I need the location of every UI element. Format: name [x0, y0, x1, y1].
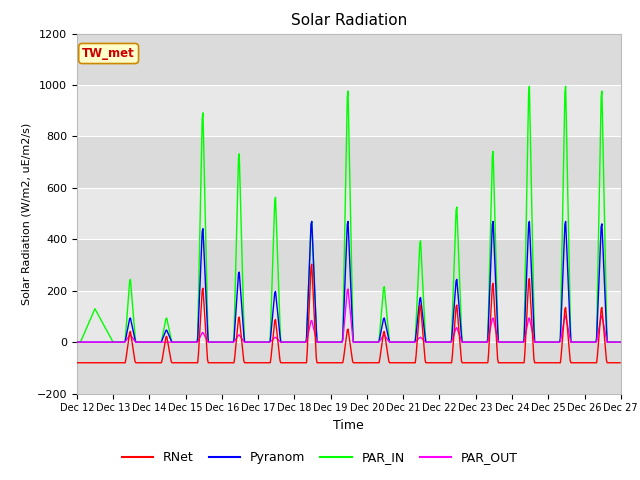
RNet	[139, 360, 147, 366]
PAR_IN	[616, 339, 624, 345]
RNet	[308, 261, 316, 267]
PAR_OUT	[415, 336, 423, 341]
PAR_IN	[223, 339, 230, 345]
PAR_IN	[73, 339, 81, 345]
PAR_OUT	[194, 339, 202, 345]
PAR_IN	[525, 84, 533, 89]
RNet	[83, 360, 90, 366]
PAR_OUT	[73, 339, 81, 345]
Line: PAR_IN: PAR_IN	[77, 86, 620, 342]
Y-axis label: Solar Radiation (W/m2, uE/m2/s): Solar Radiation (W/m2, uE/m2/s)	[21, 122, 31, 305]
Title: Solar Radiation: Solar Radiation	[291, 13, 407, 28]
RNet	[194, 360, 202, 366]
X-axis label: Time: Time	[333, 419, 364, 432]
Pyranom	[616, 339, 624, 345]
Bar	[77, 136, 621, 188]
Pyranom	[223, 339, 230, 345]
Bar	[77, 34, 621, 85]
PAR_IN	[83, 325, 90, 331]
PAR_OUT	[431, 339, 439, 345]
PAR_IN	[139, 339, 147, 345]
PAR_OUT	[344, 286, 352, 292]
Bar	[77, 240, 621, 291]
PAR_IN	[430, 339, 438, 345]
PAR_IN	[415, 273, 422, 278]
RNet	[616, 360, 624, 366]
PAR_IN	[194, 334, 202, 339]
Pyranom	[139, 339, 147, 345]
Pyranom	[194, 336, 202, 342]
Pyranom	[83, 339, 90, 345]
Line: Pyranom: Pyranom	[77, 221, 620, 342]
Pyranom	[489, 218, 497, 224]
Text: TW_met: TW_met	[82, 47, 135, 60]
Pyranom	[415, 310, 422, 316]
Pyranom	[430, 339, 438, 345]
RNet	[73, 360, 81, 366]
PAR_OUT	[139, 339, 147, 345]
PAR_OUT	[83, 339, 90, 345]
PAR_OUT	[223, 339, 230, 345]
RNet	[415, 313, 423, 319]
RNet	[223, 360, 230, 366]
RNet	[431, 360, 439, 366]
Line: PAR_OUT: PAR_OUT	[77, 289, 620, 342]
Pyranom	[73, 339, 81, 345]
PAR_OUT	[616, 339, 624, 345]
Line: RNet: RNet	[77, 264, 620, 363]
Legend: RNet, Pyranom, PAR_IN, PAR_OUT: RNet, Pyranom, PAR_IN, PAR_OUT	[117, 446, 523, 469]
Bar	[77, 342, 621, 394]
